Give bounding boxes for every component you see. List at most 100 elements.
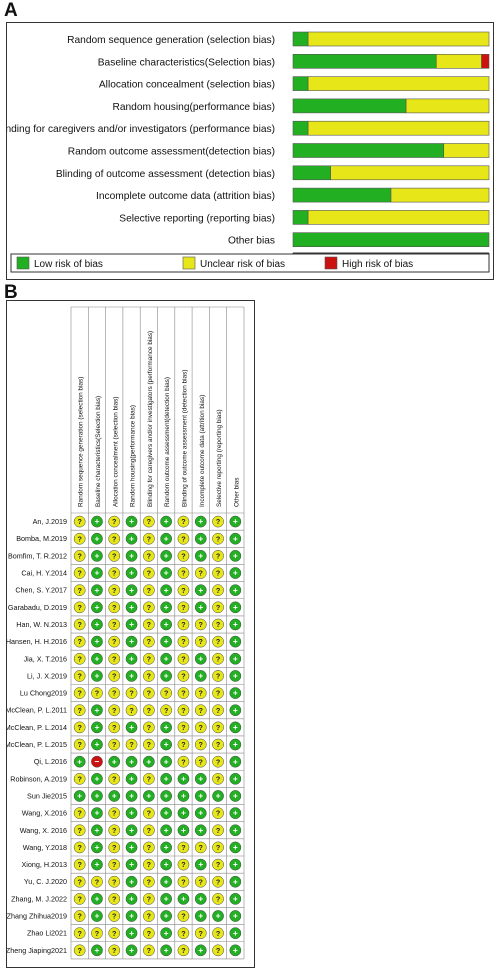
rating-dot-unclear <box>212 618 224 631</box>
rating-dot-low <box>91 670 103 682</box>
rating-symbol: + <box>233 585 238 595</box>
rating-dot-unclear <box>73 584 86 597</box>
rating-dot-low <box>160 601 172 614</box>
rating-dot-low <box>125 841 138 854</box>
rating-dot-low <box>91 652 103 665</box>
rating-symbol: + <box>129 516 134 526</box>
rating-dot-unclear <box>143 893 155 905</box>
rating-symbol: ? <box>147 534 151 543</box>
rating-dot-unclear <box>177 721 190 734</box>
rating-dot-unclear <box>212 635 224 648</box>
rating-symbol: ? <box>112 672 116 681</box>
rating-dot-unclear <box>212 567 224 579</box>
rating-dot-low <box>143 790 155 802</box>
rating-symbol: ? <box>147 620 151 629</box>
rating-dot-unclear <box>177 601 190 614</box>
rating-symbol: + <box>198 893 203 903</box>
rating-symbol: ? <box>147 946 151 955</box>
rating-symbol: ? <box>216 946 220 955</box>
rating-symbol: + <box>164 602 169 612</box>
rating-dot-unclear <box>212 652 224 665</box>
rating-symbol: + <box>233 619 238 629</box>
rating-symbol: + <box>198 602 203 612</box>
bar-low-risk-of-bias-5 <box>292 143 445 158</box>
rating-symbol: + <box>233 636 238 646</box>
rating-symbol: ? <box>147 689 151 698</box>
column-header-selective-reporting-reporting-bias: Selective reporting (reporting bias) <box>216 409 223 507</box>
rating-symbol: + <box>129 653 134 663</box>
rating-dot-unclear <box>73 944 86 957</box>
rating-dot-unclear <box>177 584 190 597</box>
rating-symbol: + <box>94 722 99 732</box>
study-label: Qi, L.2016 <box>34 757 67 766</box>
rating-symbol: ? <box>112 740 116 749</box>
rating-symbol: + <box>129 859 134 869</box>
study-label: McClean, P. L.2011 <box>7 706 67 715</box>
rating-symbol: ? <box>77 826 81 835</box>
rating-dot-unclear <box>177 755 190 768</box>
rating-dot-low <box>160 584 172 597</box>
rating-symbol: ? <box>181 551 185 560</box>
rating-dot-low <box>229 670 242 682</box>
rating-dot-unclear <box>73 910 86 922</box>
rating-symbol: ? <box>147 706 151 715</box>
rating-dot-unclear <box>125 704 138 717</box>
rating-symbol: + <box>233 688 238 698</box>
study-label: Lu Chong2019 <box>20 689 67 698</box>
category-label-random-outcome-assessment-detection-bias: Random outcome assessment(detection bias… <box>68 147 275 158</box>
rating-symbol: + <box>94 671 99 681</box>
panel-a-letter: A <box>4 0 18 21</box>
rating-dot-unclear <box>194 635 207 648</box>
rating-symbol: + <box>94 859 99 869</box>
rating-symbol: + <box>94 893 99 903</box>
rating-symbol: ? <box>216 860 220 869</box>
rating-dot-unclear <box>212 550 224 562</box>
rating-symbol: + <box>164 791 169 801</box>
rating-dot-low <box>194 807 207 819</box>
rating-dot-unclear <box>212 858 224 871</box>
rating-symbol: + <box>164 756 169 766</box>
rating-symbol: ? <box>112 517 116 526</box>
rating-dot-low <box>91 824 103 837</box>
rating-symbol: ? <box>181 569 185 578</box>
rating-symbol: ? <box>112 860 116 869</box>
rating-dot-unclear <box>177 687 190 699</box>
rating-dot-low <box>177 824 190 837</box>
rating-dot-unclear <box>108 652 121 665</box>
rating-symbol: ? <box>199 637 203 646</box>
rating-symbol: + <box>216 791 221 801</box>
study-label: Sun Jie2015 <box>27 791 67 800</box>
rating-dot-unclear <box>108 515 121 528</box>
rating-symbol: ? <box>112 723 116 732</box>
rating-symbol: + <box>198 773 203 783</box>
rating-dot-unclear <box>194 755 207 768</box>
legend-swatch-high-risk-of-bias <box>324 256 338 270</box>
rating-dot-low <box>125 515 138 528</box>
rating-dot-low <box>212 910 224 922</box>
rating-symbol: ? <box>147 912 151 921</box>
rating-dot-low <box>229 927 242 940</box>
rating-dot-low <box>194 652 207 665</box>
rating-dot-low <box>125 601 138 614</box>
rating-symbol: + <box>129 636 134 646</box>
rating-symbol: + <box>164 911 169 921</box>
rating-symbol: ? <box>77 551 81 560</box>
rating-dot-unclear <box>143 944 155 957</box>
legend-label-high-risk-of-bias: High risk of bias <box>342 259 413 270</box>
rating-symbol: ? <box>181 912 185 921</box>
rating-symbol: ? <box>112 603 116 612</box>
rating-dot-low <box>125 635 138 648</box>
rating-dot-unclear <box>108 807 121 819</box>
legend-swatch-low-risk-of-bias <box>16 256 30 270</box>
study-label: Hansen, H. H.2016 <box>7 637 67 646</box>
rating-symbol: ? <box>77 534 81 543</box>
rating-dot-unclear <box>177 550 190 562</box>
rating-dot-unclear <box>108 738 121 751</box>
rating-symbol: + <box>77 756 82 766</box>
column-header-other-bias: Other bias <box>233 478 240 507</box>
rating-symbol: + <box>198 808 203 818</box>
rating-dot-unclear <box>212 584 224 597</box>
study-label: Zhang, M. J.2022 <box>11 894 67 903</box>
rating-symbol: ? <box>129 689 133 698</box>
rating-symbol: + <box>198 671 203 681</box>
